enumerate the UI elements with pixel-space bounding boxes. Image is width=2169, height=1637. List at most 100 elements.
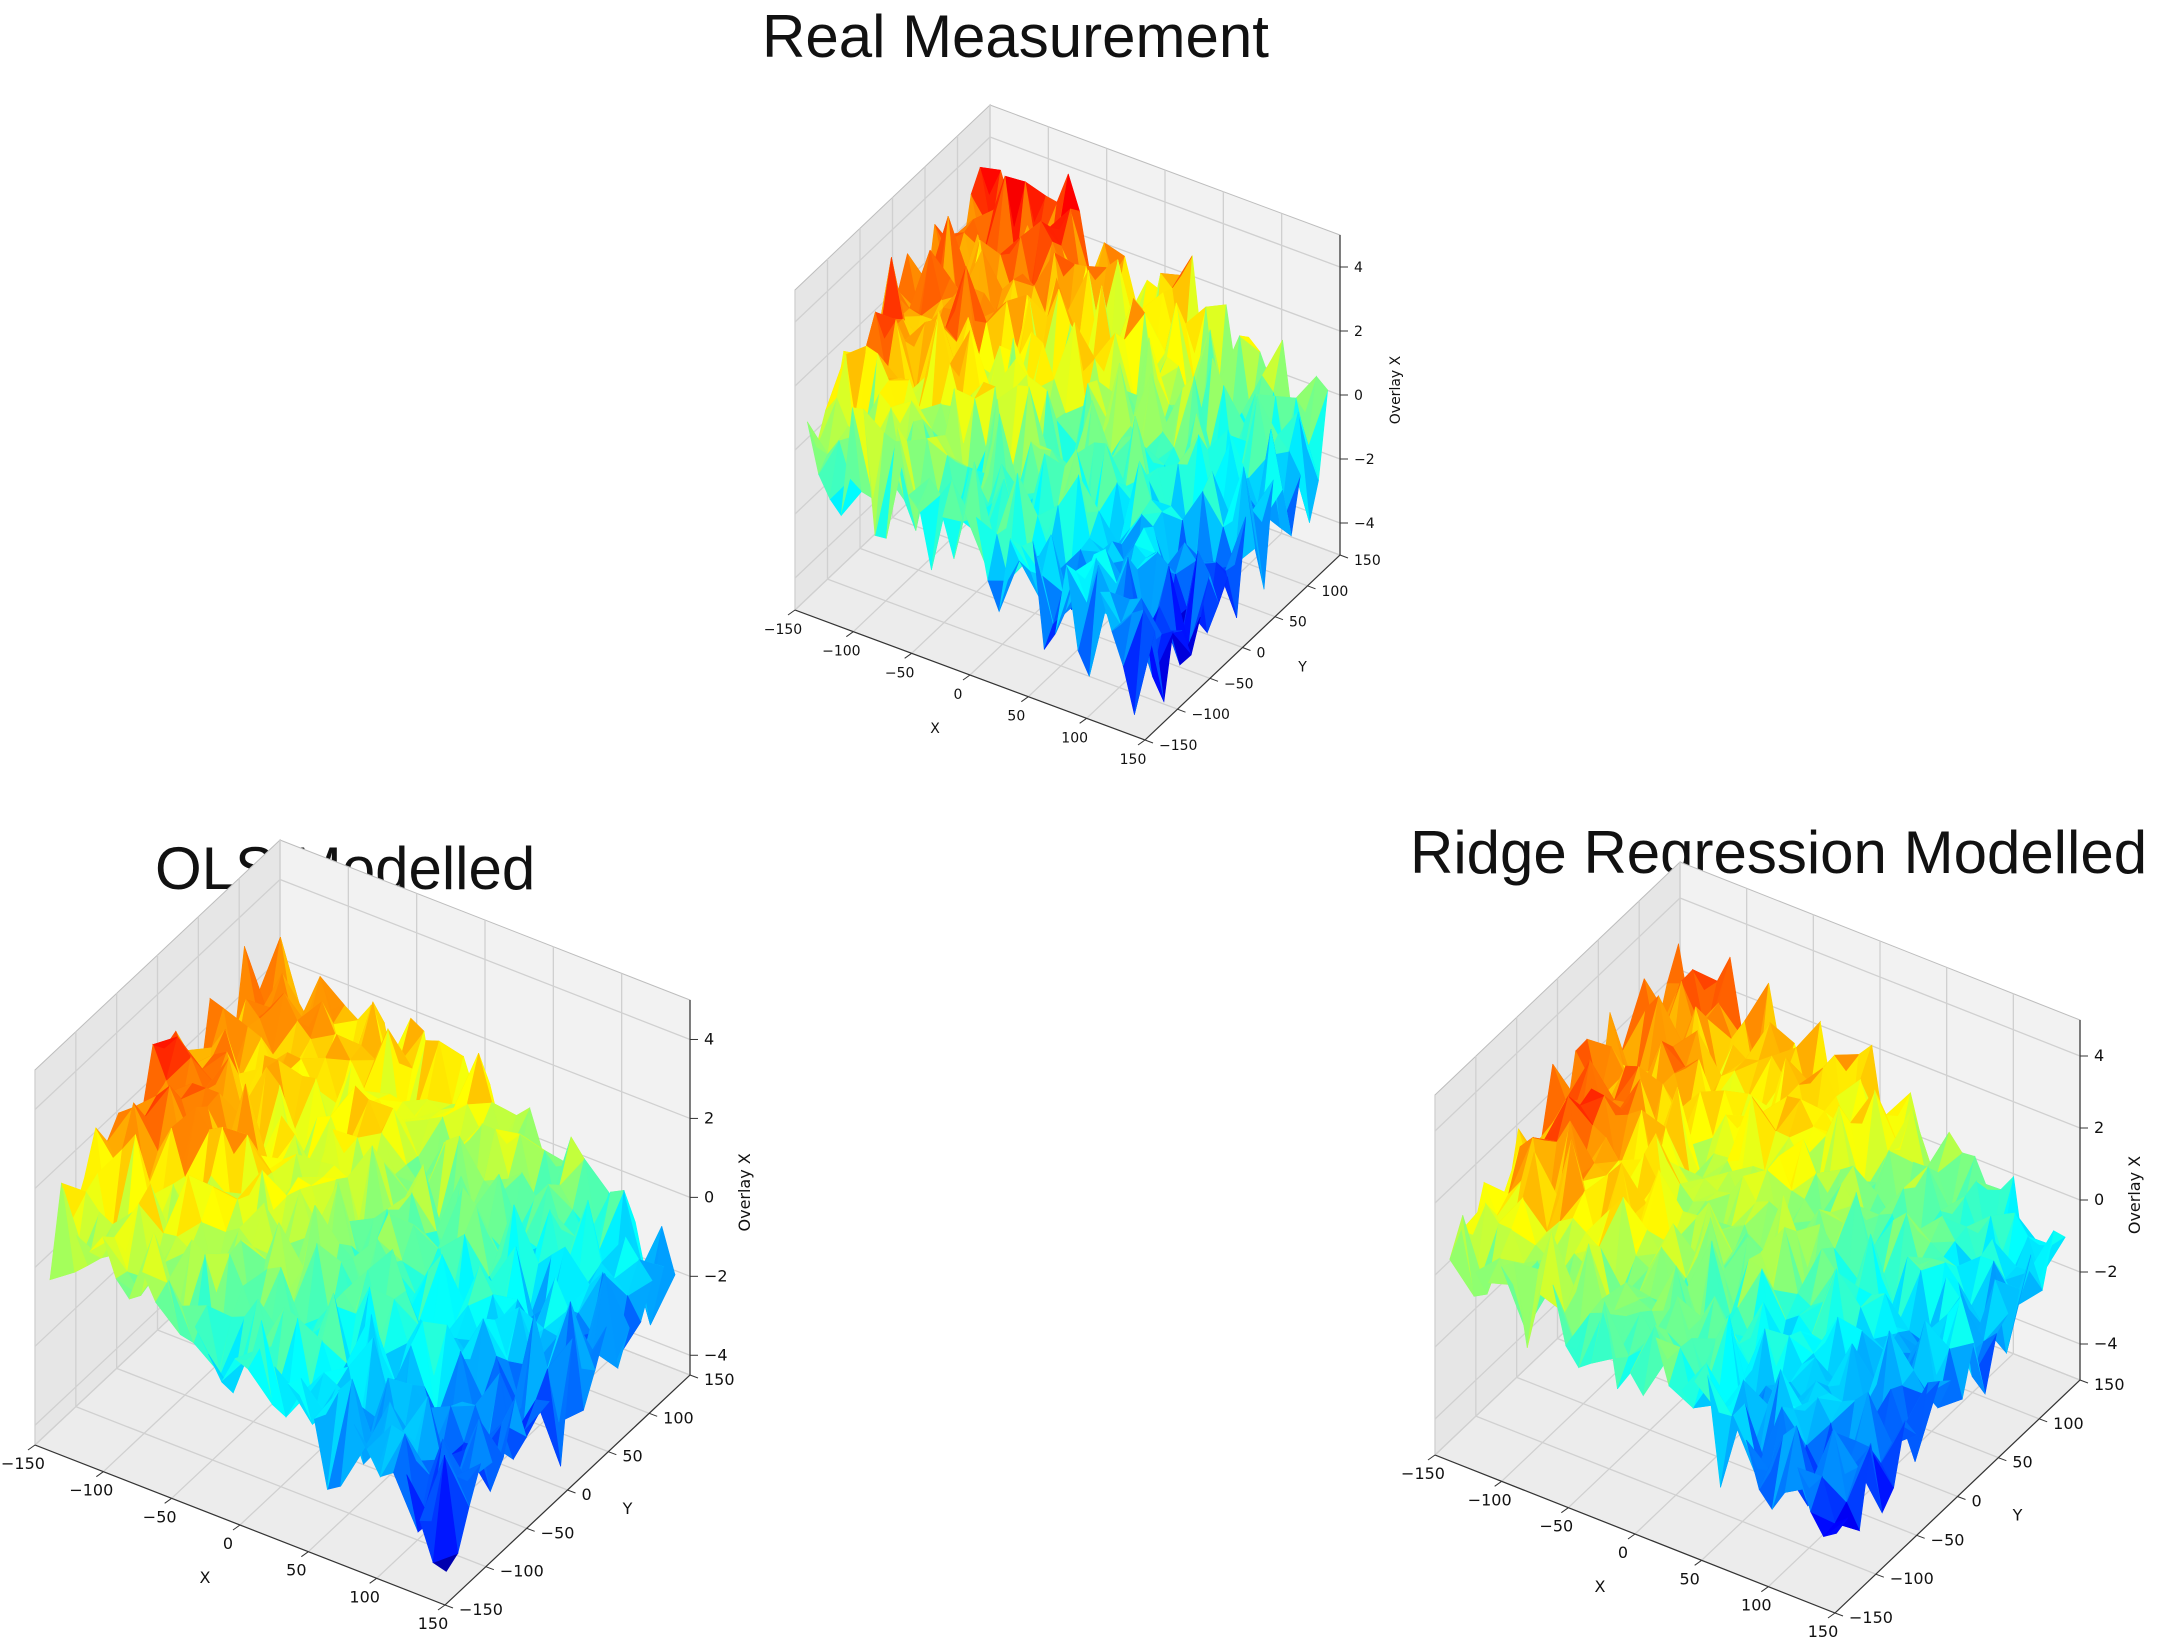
surface-facet (246, 1134, 273, 1173)
surface-facet (432, 1455, 459, 1564)
z-tick-label: 4 (704, 1029, 714, 1048)
surface-facet (965, 266, 987, 323)
surface-facet (176, 1175, 202, 1238)
x-tick-mark (846, 631, 854, 638)
surface-facet (1046, 390, 1068, 491)
surface-facet (920, 250, 942, 317)
surface-facet (1173, 376, 1195, 448)
surface-facet (1695, 1006, 1721, 1087)
surface-facet (1903, 1382, 1929, 1462)
x-tick-mark (301, 1551, 309, 1558)
surface-facet (1604, 1301, 1630, 1359)
y-tick-label: 0 (1257, 646, 1266, 662)
z-tick-label: −2 (1354, 452, 1375, 468)
surface-facet (1661, 1040, 1687, 1069)
surface-facet (1949, 1297, 1975, 1349)
surface-facet (450, 1401, 476, 1407)
surface-facet (1685, 1217, 1711, 1279)
surface-facet (973, 381, 996, 400)
surface-facet (1162, 388, 1184, 441)
x-tick-mark (1021, 696, 1029, 703)
x-tick-label: 0 (954, 687, 963, 703)
x-tick-mark (1079, 717, 1087, 724)
surface-facet (1134, 608, 1156, 715)
surface-facet (142, 1231, 168, 1284)
surface-facet (909, 250, 931, 312)
surface-facet (404, 1117, 430, 1122)
surface-facet (1902, 1166, 1929, 1190)
surface-facet (1965, 1215, 1991, 1234)
surface-facet (1053, 252, 1076, 277)
surface-facet (1599, 1046, 1625, 1100)
z-axis-label: Overlay X (735, 1153, 754, 1231)
surface-facet (494, 1128, 521, 1145)
y-tick-label: 150 (2094, 1375, 2125, 1394)
surface-facet (380, 1424, 406, 1477)
surface-facet (327, 1378, 353, 1490)
x-tick-mark (904, 652, 912, 659)
gridline-z-left (34, 878, 281, 1110)
surface-facet (1535, 1221, 1561, 1246)
surface-facet (895, 319, 917, 392)
surface-facet (547, 1184, 574, 1210)
surface-facet (415, 1099, 442, 1119)
surface-facet (1213, 526, 1235, 570)
surface-facet (377, 1212, 403, 1262)
x-tick-label: 150 (1120, 752, 1147, 768)
surface-facet (1767, 1155, 1793, 1192)
surface-facet (1008, 385, 1030, 486)
surface-facet (1677, 1087, 1702, 1178)
surface-facet (1089, 510, 1111, 555)
surface-facet (1622, 1196, 1648, 1246)
surface-facet (807, 421, 828, 455)
surface-facet (1734, 1058, 1760, 1072)
surface-facet (204, 1253, 231, 1293)
surface-facet (1906, 1212, 1931, 1243)
surface-facet (1578, 1312, 1604, 1368)
surface-facet (416, 1396, 442, 1461)
surface-facet (1869, 1447, 1894, 1488)
surface-facet (1983, 1279, 2009, 1343)
z-tick-label: −4 (1354, 516, 1375, 532)
x-tick-label: −50 (143, 1507, 177, 1526)
surface-facet (269, 1115, 296, 1169)
surface-facet (564, 1246, 590, 1299)
surface-facet (602, 1272, 628, 1296)
surface-facet (419, 1454, 445, 1522)
surface-facet (1621, 1163, 1647, 1216)
x-tick-mark (437, 1604, 446, 1611)
surface-facet (1691, 1338, 1717, 1370)
surface-facet (1508, 1136, 1534, 1195)
surface-facet (1526, 1232, 1552, 1348)
surface-facet (106, 1107, 133, 1142)
surface-facet (311, 1177, 337, 1187)
surface-facet (102, 1236, 128, 1272)
surface-facet (1170, 630, 1192, 666)
surface-facet (1920, 1258, 1947, 1271)
surface-facet (1651, 1265, 1677, 1312)
surface-facet (1706, 1002, 1733, 1040)
surface-facet (918, 311, 939, 411)
surface-facet (201, 1051, 227, 1070)
surface-facet (1886, 1108, 1913, 1154)
surface-facet (387, 1028, 414, 1070)
surface-facet (1781, 1406, 1807, 1446)
surface-facet (1628, 1311, 1654, 1358)
surface-facet (1095, 548, 1117, 584)
surface-facet (1177, 434, 1199, 465)
y-tick-mark (1274, 616, 1284, 621)
surface-facet (1764, 1130, 1790, 1173)
surface-facet (976, 516, 998, 566)
surface-facet (1708, 1202, 1734, 1255)
surface-facet (393, 1433, 419, 1533)
x-axis-label: X (200, 1568, 211, 1587)
y-tick-label: −150 (1849, 1608, 1893, 1627)
surface-facet (1790, 1357, 1816, 1383)
surface-facet (1615, 1311, 1641, 1358)
y-tick-label: −50 (1224, 676, 1254, 692)
surface-facet (331, 1292, 358, 1315)
surface-facet (429, 1107, 455, 1120)
surface-facet (180, 1083, 207, 1100)
y-tick-mark (1209, 677, 1219, 682)
surface-facet (818, 440, 840, 475)
